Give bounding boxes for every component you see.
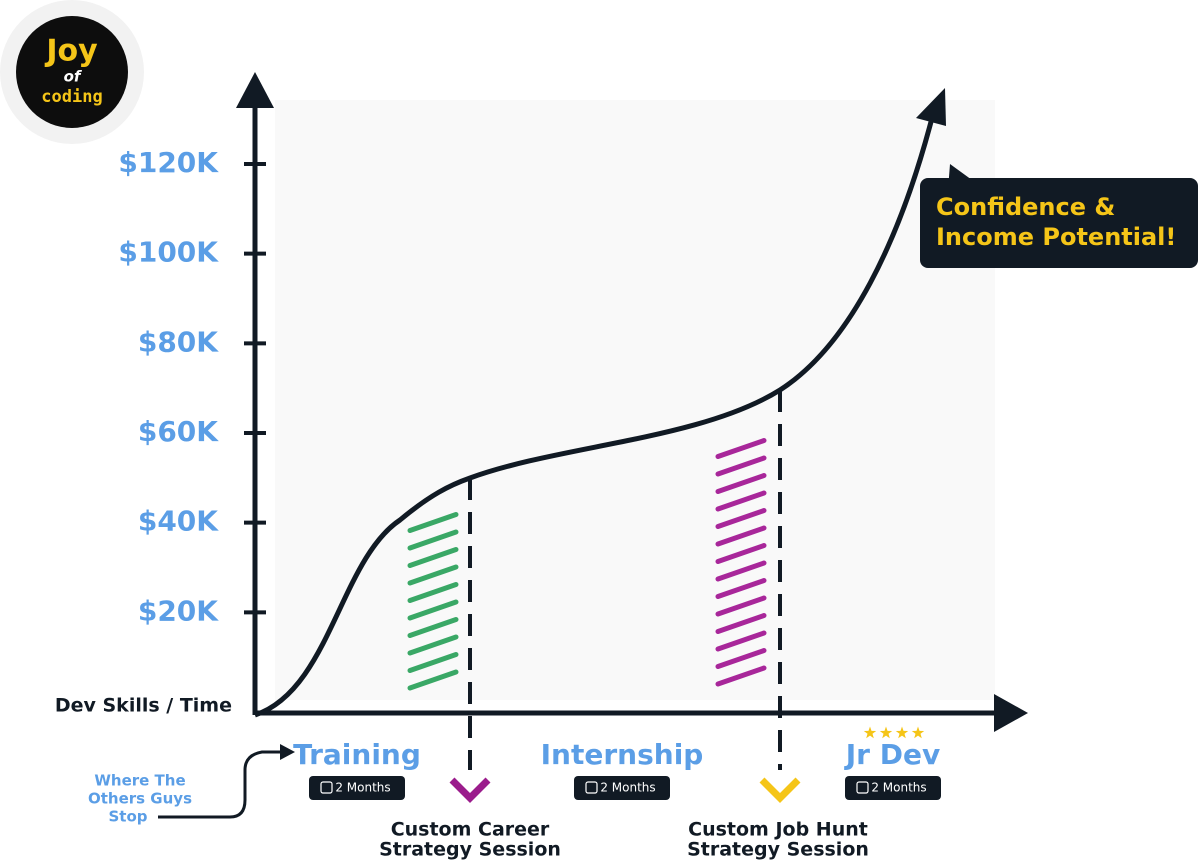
hatch (715, 595, 767, 617)
star (911, 726, 925, 739)
duration-badge (309, 776, 405, 800)
y-tick-label: $40K (138, 505, 219, 538)
milestone-label: Strategy Session (687, 839, 869, 861)
x-axis-arrow (994, 694, 1028, 732)
star (879, 726, 893, 739)
callout-box (920, 178, 1198, 268)
note-text: Where The (94, 772, 185, 790)
hatch (715, 455, 767, 477)
hatch (715, 508, 767, 529)
hatch (407, 529, 459, 551)
y-tick-label: $60K (138, 415, 219, 448)
y-tick-label: $120K (118, 146, 219, 179)
hatch (715, 438, 767, 459)
hatch (715, 578, 767, 599)
duration-badge (845, 776, 941, 800)
curve-arrow (916, 88, 946, 126)
phase-label: Jr Dev (844, 738, 940, 771)
hatch (715, 630, 767, 652)
logo-middle: of (64, 68, 83, 86)
x-axis-label: Dev Skills / Time (55, 695, 232, 717)
y-axis-arrow (236, 72, 274, 108)
y-tick-label: $20K (138, 594, 219, 627)
note-text: Stop (108, 808, 147, 826)
hatch (715, 648, 767, 669)
y-tick-label: $80K (138, 325, 219, 358)
hatch (407, 669, 459, 691)
star (863, 726, 877, 739)
chevron (759, 777, 801, 803)
note-arrowhead (280, 744, 295, 760)
calendar-icon (856, 781, 869, 794)
hatch (715, 613, 767, 634)
plot-background (275, 100, 995, 700)
calendar-icon (585, 781, 598, 794)
duration-label: 2 Months (600, 781, 655, 795)
logo-top: Joy (44, 34, 98, 69)
callout-text: Income Potential! (936, 223, 1176, 251)
hatch (407, 564, 459, 586)
hatch (715, 525, 767, 547)
chevron (449, 777, 491, 803)
note-text: Others Guys (88, 790, 192, 808)
hatch (715, 543, 767, 564)
duration-label: 2 Months (335, 781, 390, 795)
hatch (407, 634, 459, 656)
milestone-label: Strategy Session (379, 839, 561, 861)
hatch (407, 547, 459, 568)
note-arrow (158, 750, 285, 819)
y-tick-label: $100K (118, 236, 219, 269)
calendar-icon (320, 781, 333, 794)
milestone-label: Custom Career (391, 819, 550, 841)
hatch (407, 582, 459, 603)
hatch (715, 473, 767, 494)
hatch (407, 512, 459, 533)
milestone-label: Custom Job Hunt (688, 819, 868, 841)
callout-text: Confidence & (936, 193, 1115, 221)
hatch (407, 617, 459, 638)
hatch (715, 490, 767, 512)
logo-badge (16, 16, 128, 128)
phase-label: Internship (541, 738, 704, 771)
stars (863, 726, 925, 739)
logo-bottom: coding (41, 87, 102, 107)
phase-label: Training (293, 738, 421, 771)
hatch (715, 560, 767, 582)
hatch (407, 599, 459, 621)
duration-label: 2 Months (871, 781, 926, 795)
duration-badge (574, 776, 670, 800)
star (895, 726, 909, 739)
growth-curve (254, 117, 935, 718)
hatches (407, 438, 767, 691)
hatch (715, 665, 767, 687)
hatch (407, 652, 459, 673)
